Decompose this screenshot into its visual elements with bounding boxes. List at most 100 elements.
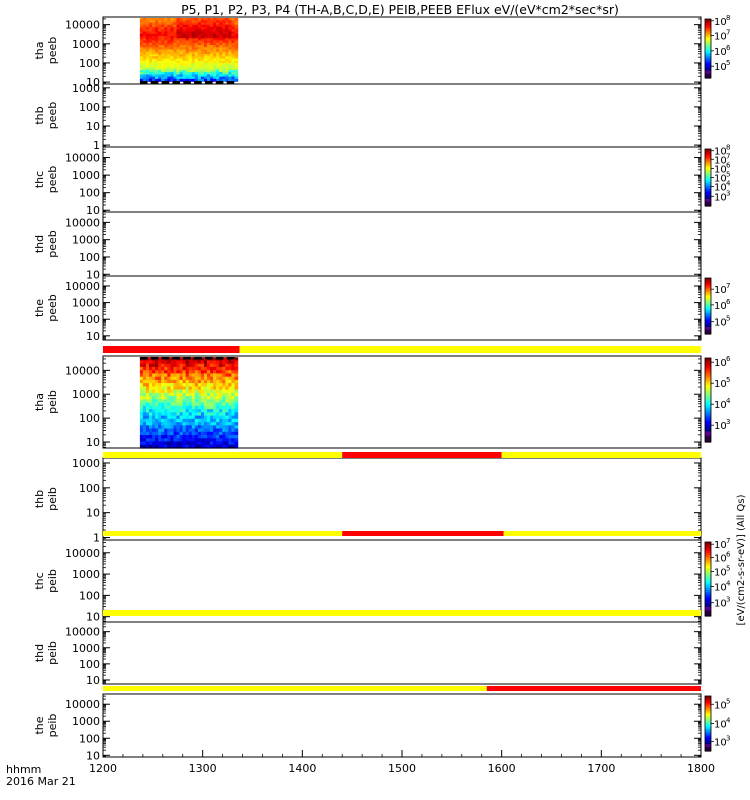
heat-cell [234, 431, 239, 436]
heat-cell [173, 27, 178, 30]
heat-cell [210, 65, 214, 69]
y-tick-label: 100 [79, 732, 100, 745]
colorbar-cell [705, 283, 711, 286]
heat-cell [185, 29, 190, 33]
heat-cell [142, 72, 147, 75]
heat-cell [167, 360, 171, 365]
colorbar-cell [705, 311, 711, 314]
heat-cell [204, 389, 208, 394]
heat-cell [207, 370, 211, 374]
heat-cell [188, 383, 193, 387]
heat-cell [142, 78, 147, 82]
colorbar-cell [705, 397, 711, 401]
heat-cell [200, 386, 205, 391]
heat-cell [152, 72, 156, 75]
heat-cell [170, 415, 175, 420]
heat-cell [219, 376, 223, 381]
colorbar-cell [705, 741, 711, 744]
heat-cell [204, 49, 208, 53]
heat-cell [149, 24, 153, 28]
heat-cell [155, 63, 159, 66]
heat-cell [167, 366, 171, 371]
heat-cell [213, 54, 217, 57]
heat-cell [170, 360, 175, 365]
heat-cell [213, 38, 217, 42]
heat-cell [179, 415, 184, 420]
heat-cell [176, 27, 181, 30]
heat-cell [197, 40, 202, 44]
colorbar-cell [705, 366, 711, 370]
heat-cell [222, 65, 226, 69]
heat-cell [179, 47, 184, 51]
heat-cell [234, 56, 239, 60]
heat-cell [167, 418, 171, 423]
heat-cell [161, 399, 165, 404]
heat-cell [139, 402, 144, 407]
heat-cell [231, 45, 236, 48]
heat-cell [234, 396, 239, 400]
heat-cell [164, 418, 168, 423]
heat-cell [182, 67, 187, 71]
heat-cell [142, 31, 147, 35]
heat-cell [161, 383, 165, 387]
heat-cell [176, 402, 181, 407]
heat-cell [161, 431, 165, 436]
heat-cell [152, 402, 156, 407]
heat-cell [170, 67, 175, 71]
heat-cell [191, 366, 196, 371]
heat-cell [152, 58, 156, 62]
heat-cell [139, 49, 144, 53]
heat-cell [152, 60, 156, 64]
heat-cell [179, 38, 184, 42]
heat-cell [200, 29, 205, 33]
heat-cell [204, 405, 208, 410]
heat-cell [216, 386, 220, 391]
colorbar-cell [705, 299, 711, 301]
heat-cell [155, 67, 159, 71]
heat-cell [149, 69, 153, 73]
heat-cell [179, 425, 184, 430]
heat-cell [185, 74, 190, 78]
heat-cell [164, 438, 168, 443]
heat-cell [176, 360, 181, 365]
heat-cell [216, 49, 220, 53]
heat-cell [182, 29, 187, 33]
heat-cell [182, 363, 187, 368]
y-tick-label: 10000 [65, 152, 100, 165]
heat-cell [188, 51, 193, 55]
heat-cell [197, 383, 202, 387]
heat-cell [155, 27, 159, 30]
heat-cell [194, 396, 199, 400]
heat-cell [213, 49, 217, 53]
heat-cell [146, 56, 150, 60]
heat-cell [188, 370, 193, 374]
y-tick-label: 100 [79, 482, 100, 495]
fill-marker [139, 357, 148, 360]
heat-cell [188, 444, 193, 449]
heat-cell [216, 76, 220, 80]
heat-cell [152, 63, 156, 66]
colorbar-tick-label: 10 [714, 700, 727, 711]
heat-cell [200, 441, 205, 446]
heat-cell [207, 60, 211, 64]
heat-cell [182, 63, 187, 66]
heat-cell [207, 405, 211, 410]
heat-cell [182, 425, 187, 430]
heat-cell [161, 438, 165, 443]
colorbar-cell [705, 575, 711, 578]
heat-cell [188, 428, 193, 433]
heat-cell [219, 47, 223, 51]
heat-cell [167, 379, 171, 384]
heat-cell [139, 415, 144, 420]
heat-cell [228, 76, 233, 80]
heat-cell [179, 386, 184, 391]
fill-marker [194, 357, 202, 360]
heat-cell [161, 409, 165, 413]
heat-cell [207, 74, 211, 78]
heat-cell [204, 27, 208, 30]
colorbar-cell [705, 157, 711, 160]
heat-cell [225, 363, 229, 368]
